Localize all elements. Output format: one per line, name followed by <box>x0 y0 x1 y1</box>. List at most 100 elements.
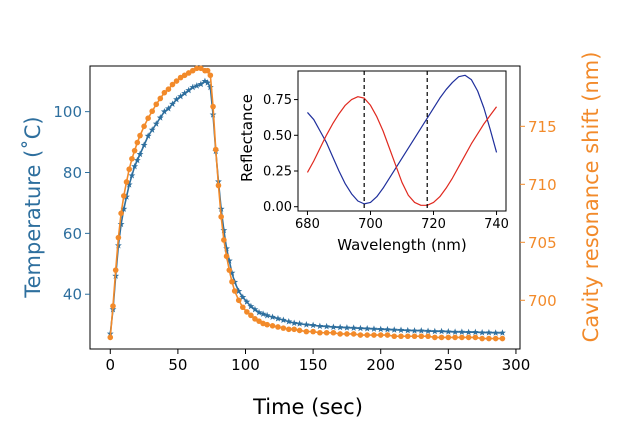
cavity-shift-point <box>303 328 310 335</box>
temperature-point <box>255 308 263 316</box>
temperature-point <box>451 328 459 335</box>
cavity-shift-point <box>310 328 316 335</box>
y-left-tick-label: 60 <box>63 225 82 243</box>
cavity-shift-point <box>264 321 270 328</box>
y-left-tick-label: 80 <box>63 164 82 182</box>
cavity-shift-point <box>210 103 216 110</box>
main-x-axis-label: Time (sec) <box>252 395 363 419</box>
temperature-point <box>181 89 189 97</box>
temperature-point <box>259 310 267 317</box>
cavity-shift-point <box>280 325 287 331</box>
temperature-point <box>290 319 298 327</box>
cavity-shift-point <box>445 334 452 341</box>
temperature-point <box>343 324 351 331</box>
cavity-shift-point <box>165 86 172 92</box>
temperature-point <box>235 287 243 295</box>
cavity-shift-point <box>330 329 337 336</box>
temperature-point <box>189 83 197 91</box>
main-y-axis-label-right: Cavity resonance shift (nm) <box>579 52 603 343</box>
temperature-point <box>323 322 331 330</box>
temperature-point <box>125 181 133 188</box>
cavity-shift-point <box>207 72 214 79</box>
temperature-point <box>152 120 160 127</box>
cavity-shift-point <box>252 316 258 322</box>
temperature-point <box>128 171 136 179</box>
temperature-point <box>197 80 205 88</box>
temperature-point <box>279 316 287 323</box>
temperature-point <box>302 321 310 328</box>
temperature-point <box>117 220 125 228</box>
cavity-shift-point <box>121 193 127 199</box>
inset-y-ticks: 0.00 0.25 0.50 0.75 <box>263 93 298 215</box>
cavity-shift-point <box>391 333 398 340</box>
temperature-point <box>136 150 144 158</box>
temperature-point <box>160 108 168 115</box>
inset-y-tick-label: 0.50 <box>263 129 292 144</box>
cavity-shift-point <box>486 335 492 342</box>
cavity-shift-point <box>291 326 297 333</box>
temperature-point <box>384 325 391 333</box>
y-right-tick-label: 715 <box>528 118 557 136</box>
cavity-shift-point <box>153 101 160 108</box>
cavity-shift-point <box>344 331 350 337</box>
y-right-tick-label: 700 <box>528 292 557 310</box>
cavity-shift-point <box>231 288 238 294</box>
inset-x-axis-label: Wavelength (nm) <box>337 236 467 254</box>
temperature-point <box>478 328 486 336</box>
temperature-point <box>177 92 185 100</box>
cavity-shift-point <box>248 312 254 319</box>
cavity-shift-point <box>452 334 458 341</box>
y-right-tick-label: 705 <box>528 234 557 252</box>
cavity-shift-point <box>499 335 506 342</box>
temperature-point <box>370 325 378 332</box>
cavity-shift-point <box>350 331 357 337</box>
inset-plot-background <box>297 70 507 212</box>
cavity-shift-point <box>134 139 141 146</box>
cavity-shift-point <box>185 70 192 76</box>
temperature-point <box>201 77 209 85</box>
temperature-point <box>133 156 141 164</box>
main-y-ticks-right: 700 705 710 715 <box>520 118 557 310</box>
x-tick-label: 100 <box>231 356 260 374</box>
cavity-shift-point <box>404 333 411 340</box>
cavity-shift-point <box>269 323 276 329</box>
temperature-point <box>220 226 228 234</box>
cavity-shift-point <box>181 72 188 79</box>
cavity-shift-point <box>129 155 135 162</box>
cavity-shift-point <box>323 329 330 336</box>
cavity-shift-point <box>438 334 445 341</box>
temperature-point <box>173 95 180 103</box>
temperature-point <box>225 257 233 264</box>
cavity-shift-point <box>235 297 242 304</box>
cavity-shift-point <box>110 303 116 309</box>
temperature-point <box>357 324 364 332</box>
cavity-shift-point <box>317 329 323 336</box>
cavity-shift-point <box>107 334 114 341</box>
inset-x-tick-label: 700 <box>358 217 383 232</box>
cavity-shift-point <box>126 166 133 173</box>
cavity-shift-point <box>173 78 180 84</box>
y-left-tick-label: 100 <box>53 103 82 121</box>
cavity-shift-point <box>123 179 130 185</box>
x-tick-label: 250 <box>434 356 463 374</box>
cavity-shift-point <box>465 334 472 341</box>
cavity-shift-point <box>221 237 227 243</box>
inset-x-tick-label: 720 <box>421 217 446 232</box>
cavity-shift-point <box>256 318 262 324</box>
cavity-shift-point <box>223 253 230 260</box>
temperature-point <box>431 327 439 335</box>
temperature-point <box>417 327 425 334</box>
temperature-point <box>228 269 236 276</box>
inset-x-ticks: 680 700 720 740 <box>295 211 509 232</box>
temperature-point <box>140 141 148 149</box>
cavity-shift-point <box>198 65 204 72</box>
temperature-point <box>363 325 371 332</box>
temperature-point <box>397 326 405 334</box>
temperature-point <box>204 79 212 86</box>
cavity-shift-point <box>177 74 184 81</box>
inset-y-tick-label: 0.25 <box>263 165 292 180</box>
cavity-shift-point <box>377 332 384 338</box>
inset-x-tick-label: 740 <box>484 217 509 232</box>
cavity-shift-point <box>275 324 281 330</box>
temperature-point <box>243 298 251 305</box>
